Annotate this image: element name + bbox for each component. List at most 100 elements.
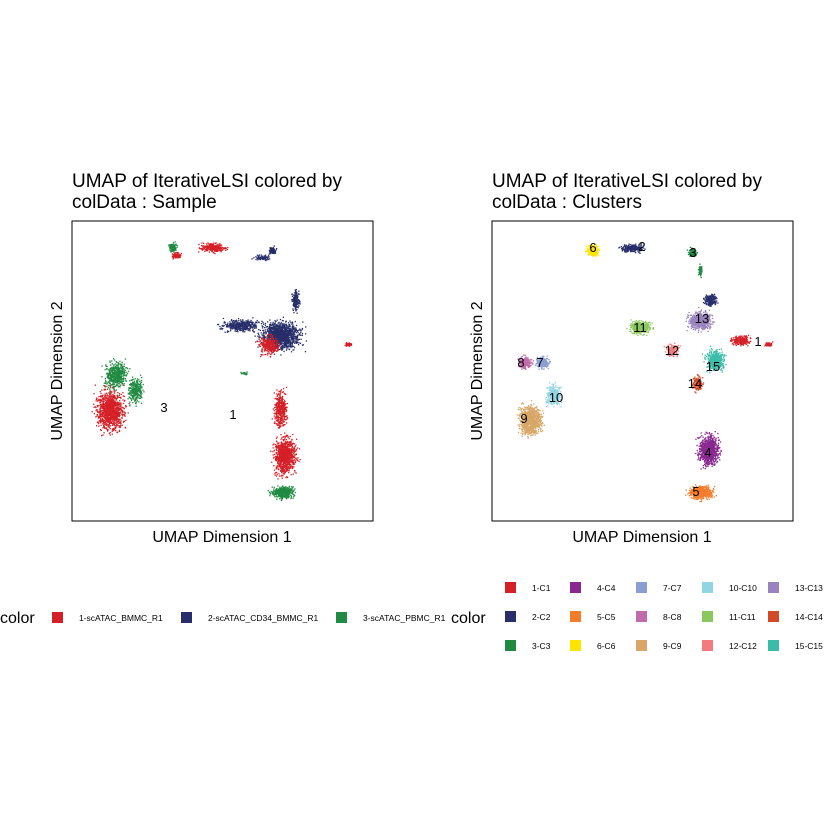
- data-point: [289, 343, 291, 345]
- data-point: [289, 457, 291, 460]
- data-point: [285, 411, 287, 413]
- data-point: [114, 379, 116, 381]
- data-point: [102, 413, 104, 415]
- data-point: [282, 324, 284, 326]
- data-point: [101, 420, 103, 422]
- data-point: [285, 491, 287, 494]
- data-point: [131, 398, 133, 400]
- data-point: [141, 393, 143, 395]
- data-point: [109, 394, 111, 396]
- data-point: [271, 491, 273, 493]
- data-point: [292, 336, 294, 338]
- data-point: [120, 367, 122, 369]
- data-point: [271, 492, 273, 495]
- data-point: [117, 381, 119, 383]
- data-point: [282, 475, 284, 477]
- data-point: [268, 336, 271, 339]
- data-point: [297, 334, 299, 336]
- data-point: [109, 413, 111, 415]
- data-point: [277, 341, 279, 344]
- data-point: [275, 437, 278, 440]
- data-point: [279, 341, 281, 343]
- data-point: [288, 470, 290, 472]
- data-point: [123, 400, 126, 402]
- data-point: [99, 409, 101, 411]
- data-point: [260, 341, 263, 344]
- data-point: [112, 403, 114, 405]
- data-point: [281, 495, 283, 497]
- data-point: [295, 449, 298, 451]
- data-point: [284, 460, 287, 462]
- data-point: [298, 329, 300, 331]
- data-point: [257, 335, 259, 337]
- data-point: [104, 395, 106, 397]
- data-point: [113, 416, 115, 418]
- data-point: [279, 457, 281, 459]
- data-point: [282, 330, 285, 332]
- data-point: [122, 407, 125, 409]
- data-point: [108, 425, 110, 428]
- data-point: [119, 403, 122, 405]
- data-point: [286, 417, 288, 419]
- data-point: [279, 396, 281, 398]
- data-point: [283, 468, 285, 471]
- data-point: [277, 337, 280, 339]
- data-point: [120, 407, 122, 410]
- data-point: [117, 371, 119, 373]
- data-point: [299, 334, 301, 336]
- data-point: [273, 491, 275, 493]
- data-point: [273, 453, 276, 456]
- data-point: [116, 380, 118, 382]
- data-point: [285, 456, 288, 458]
- data-point: [277, 445, 279, 448]
- data-point: [122, 399, 124, 401]
- data-point: [116, 418, 119, 420]
- data-point: [122, 413, 124, 416]
- data-point: [109, 369, 111, 371]
- data-point: [121, 361, 123, 363]
- data-point: [118, 425, 120, 427]
- data-point: [279, 397, 282, 399]
- data-point: [126, 367, 128, 369]
- data-point: [111, 433, 113, 435]
- data-point: [284, 467, 286, 469]
- data-point: [281, 396, 283, 398]
- data-point: [282, 328, 284, 330]
- data-point: [291, 446, 293, 448]
- data-point: [259, 329, 261, 331]
- data-point: [131, 381, 134, 383]
- data-point: [275, 492, 277, 494]
- data-point: [120, 412, 122, 414]
- data-point: [115, 418, 117, 421]
- data-point: [118, 407, 120, 409]
- data-point: [289, 453, 291, 456]
- data-point: [117, 411, 119, 413]
- data-point: [279, 410, 282, 412]
- data-point: [283, 445, 285, 448]
- data-point: [279, 448, 281, 450]
- data-point: [130, 395, 133, 397]
- data-point: [283, 449, 285, 452]
- data-point: [281, 471, 283, 474]
- data-point: [117, 404, 119, 406]
- data-point: [280, 415, 282, 417]
- data-point: [279, 446, 282, 448]
- data-point: [279, 408, 281, 410]
- data-point: [123, 374, 125, 376]
- data-point: [291, 444, 293, 447]
- data-point: [136, 397, 138, 400]
- data-point: [298, 338, 300, 340]
- data-point: [283, 392, 285, 395]
- data-point: [288, 452, 290, 454]
- data-point: [111, 367, 113, 369]
- data-point: [115, 401, 117, 404]
- data-point: [133, 392, 135, 394]
- data-point: [286, 335, 289, 337]
- data-point: [288, 448, 290, 450]
- data-point: [131, 384, 134, 386]
- data-point: [115, 403, 117, 405]
- data-point: [111, 404, 113, 406]
- data-point: [102, 400, 104, 402]
- data-point: [115, 380, 117, 382]
- data-point: [108, 384, 110, 387]
